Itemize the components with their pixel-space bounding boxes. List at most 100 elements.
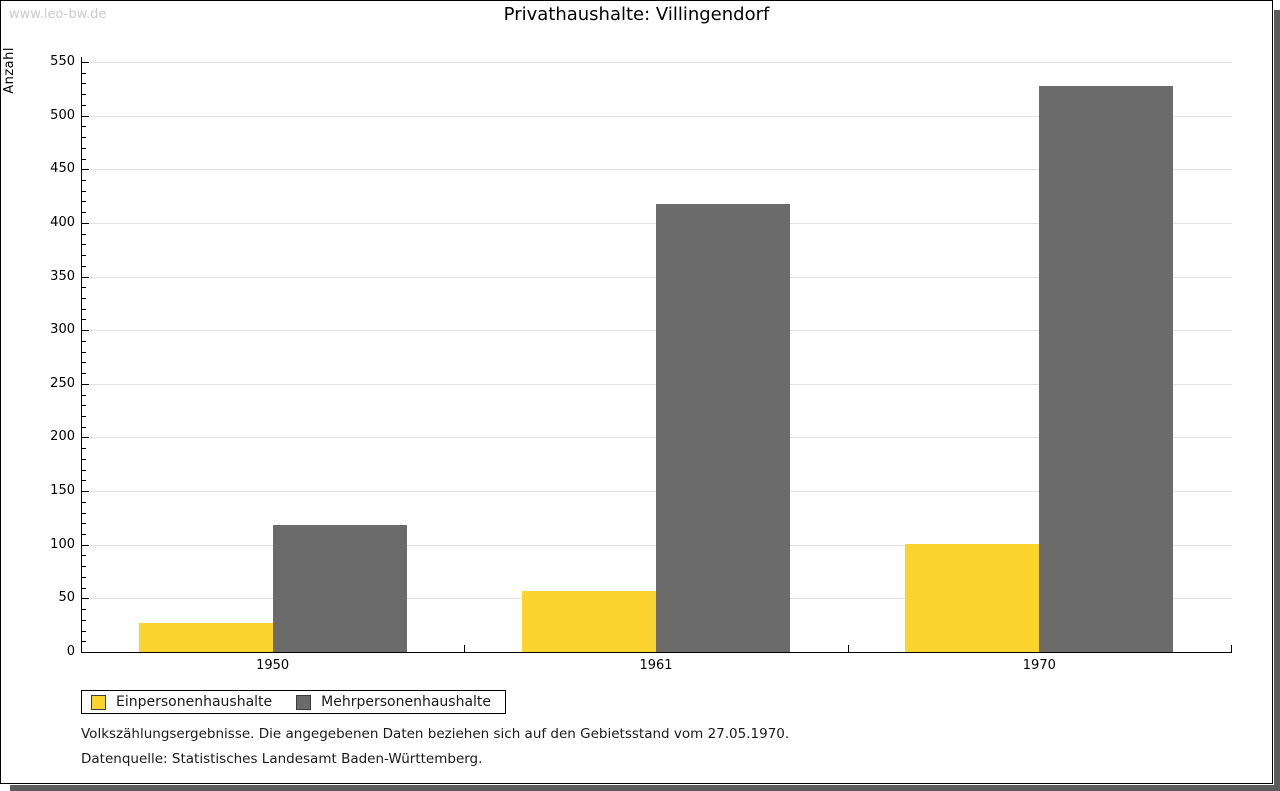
x-category-label: 1961 (639, 658, 673, 673)
y-minor-tick (82, 159, 86, 160)
y-minor-tick (82, 534, 86, 535)
y-minor-tick (82, 287, 86, 288)
x-category-label: 1950 (256, 658, 290, 673)
y-major-tick (82, 384, 89, 385)
legend-swatch (296, 694, 312, 710)
y-minor-tick (82, 577, 86, 578)
y-minor-tick (82, 341, 86, 342)
x-boundary-tick (81, 645, 82, 652)
y-minor-tick (82, 352, 86, 353)
y-minor-tick (82, 427, 86, 428)
y-minor-tick (82, 416, 86, 417)
bar-einpersonenhaushalte-1961 (522, 591, 656, 652)
y-minor-tick (82, 94, 86, 95)
window-shadow-bottom (10, 785, 1280, 791)
y-minor-tick (82, 137, 86, 138)
y-major-tick (82, 598, 89, 599)
legend: Einpersonenhaushalte Mehrpersonenhaushalt… (81, 690, 507, 714)
y-major-tick (82, 491, 89, 492)
y-major-tick (82, 545, 89, 546)
gridline (82, 62, 1232, 63)
legend-swatch (91, 694, 106, 710)
y-minor-tick (82, 555, 86, 556)
y-minor-tick (82, 405, 86, 406)
bar-einpersonenhaushalte-1970 (905, 544, 1039, 652)
y-tick-label: 200 (50, 429, 75, 444)
y-major-tick (82, 437, 89, 438)
y-tick-label: 50 (58, 590, 75, 605)
y-minor-tick (82, 180, 86, 181)
y-minor-tick (82, 362, 86, 363)
footnote-datenquelle: Datenquelle: Statistisches Landesamt Bad… (81, 751, 483, 767)
y-tick-label: 400 (50, 215, 75, 230)
y-tick-label: 500 (50, 108, 75, 123)
y-minor-tick (82, 631, 86, 632)
y-minor-tick (82, 319, 86, 320)
y-minor-tick (82, 298, 86, 299)
y-minor-tick (82, 126, 86, 127)
y-tick-label: 100 (50, 537, 75, 552)
y-minor-tick (82, 234, 86, 235)
x-boundary-tick (464, 645, 465, 652)
y-major-tick (82, 223, 89, 224)
y-minor-tick (82, 588, 86, 589)
bar-mehrpersonenhaushalte-1961 (656, 204, 790, 652)
chart-title: Privathaushalte: Villingendorf (503, 4, 770, 25)
y-minor-tick (82, 502, 86, 503)
y-minor-tick (82, 470, 86, 471)
y-minor-tick (82, 523, 86, 524)
y-minor-tick (82, 480, 86, 481)
y-axis-label: Anzahl (2, 47, 17, 94)
legend-item-einpersonenhaushalte: Einpersonenhaushalte (91, 694, 272, 710)
bar-mehrpersonenhaushalte-1970 (1039, 86, 1173, 652)
x-boundary-tick (848, 645, 849, 652)
y-minor-tick (82, 191, 86, 192)
y-minor-tick (82, 448, 86, 449)
y-minor-tick (82, 83, 86, 84)
y-tick-label: 550 (50, 54, 75, 69)
legend-label: Einpersonenhaushalte (116, 694, 273, 710)
y-minor-tick (82, 373, 86, 374)
y-minor-tick (82, 309, 86, 310)
y-minor-tick (82, 459, 86, 460)
y-tick-label: 0 (66, 644, 75, 659)
y-minor-tick (82, 395, 86, 396)
legend-label: Mehrpersonenhaushalte (321, 694, 492, 710)
y-minor-tick (82, 73, 86, 74)
y-minor-tick (82, 266, 86, 267)
bar-einpersonenhaushalte-1950 (139, 623, 273, 652)
y-minor-tick (82, 566, 86, 567)
y-major-tick (82, 62, 89, 63)
y-major-tick (82, 169, 89, 170)
y-tick-label: 250 (50, 376, 75, 391)
y-minor-tick (82, 609, 86, 610)
gridline (82, 116, 1232, 117)
watermark-text: www.leo-bw.de (9, 7, 107, 22)
y-major-tick (82, 277, 89, 278)
y-tick-label: 150 (50, 483, 75, 498)
y-minor-tick (82, 212, 86, 213)
y-minor-tick (82, 255, 86, 256)
footnote-gebietsstand: Volkszählungsergebnisse. Die angegebenen… (81, 726, 790, 742)
y-minor-tick (82, 201, 86, 202)
x-axis-line (81, 652, 1232, 653)
y-minor-tick (82, 244, 86, 245)
y-minor-tick (82, 641, 86, 642)
window-shadow-right (1274, 10, 1280, 791)
y-minor-tick (82, 148, 86, 149)
y-minor-tick (82, 620, 86, 621)
y-axis-line (81, 57, 82, 653)
legend-item-mehrpersonenhaushalte: Mehrpersonenhaushalte (296, 694, 491, 710)
bar-mehrpersonenhaushalte-1950 (273, 525, 407, 652)
y-tick-label: 450 (50, 161, 75, 176)
y-tick-label: 300 (50, 322, 75, 337)
y-minor-tick (82, 105, 86, 106)
x-boundary-tick (1231, 645, 1232, 652)
y-major-tick (82, 330, 89, 331)
y-minor-tick (82, 513, 86, 514)
gridline (82, 169, 1232, 170)
y-major-tick (82, 116, 89, 117)
y-tick-label: 350 (50, 269, 75, 284)
